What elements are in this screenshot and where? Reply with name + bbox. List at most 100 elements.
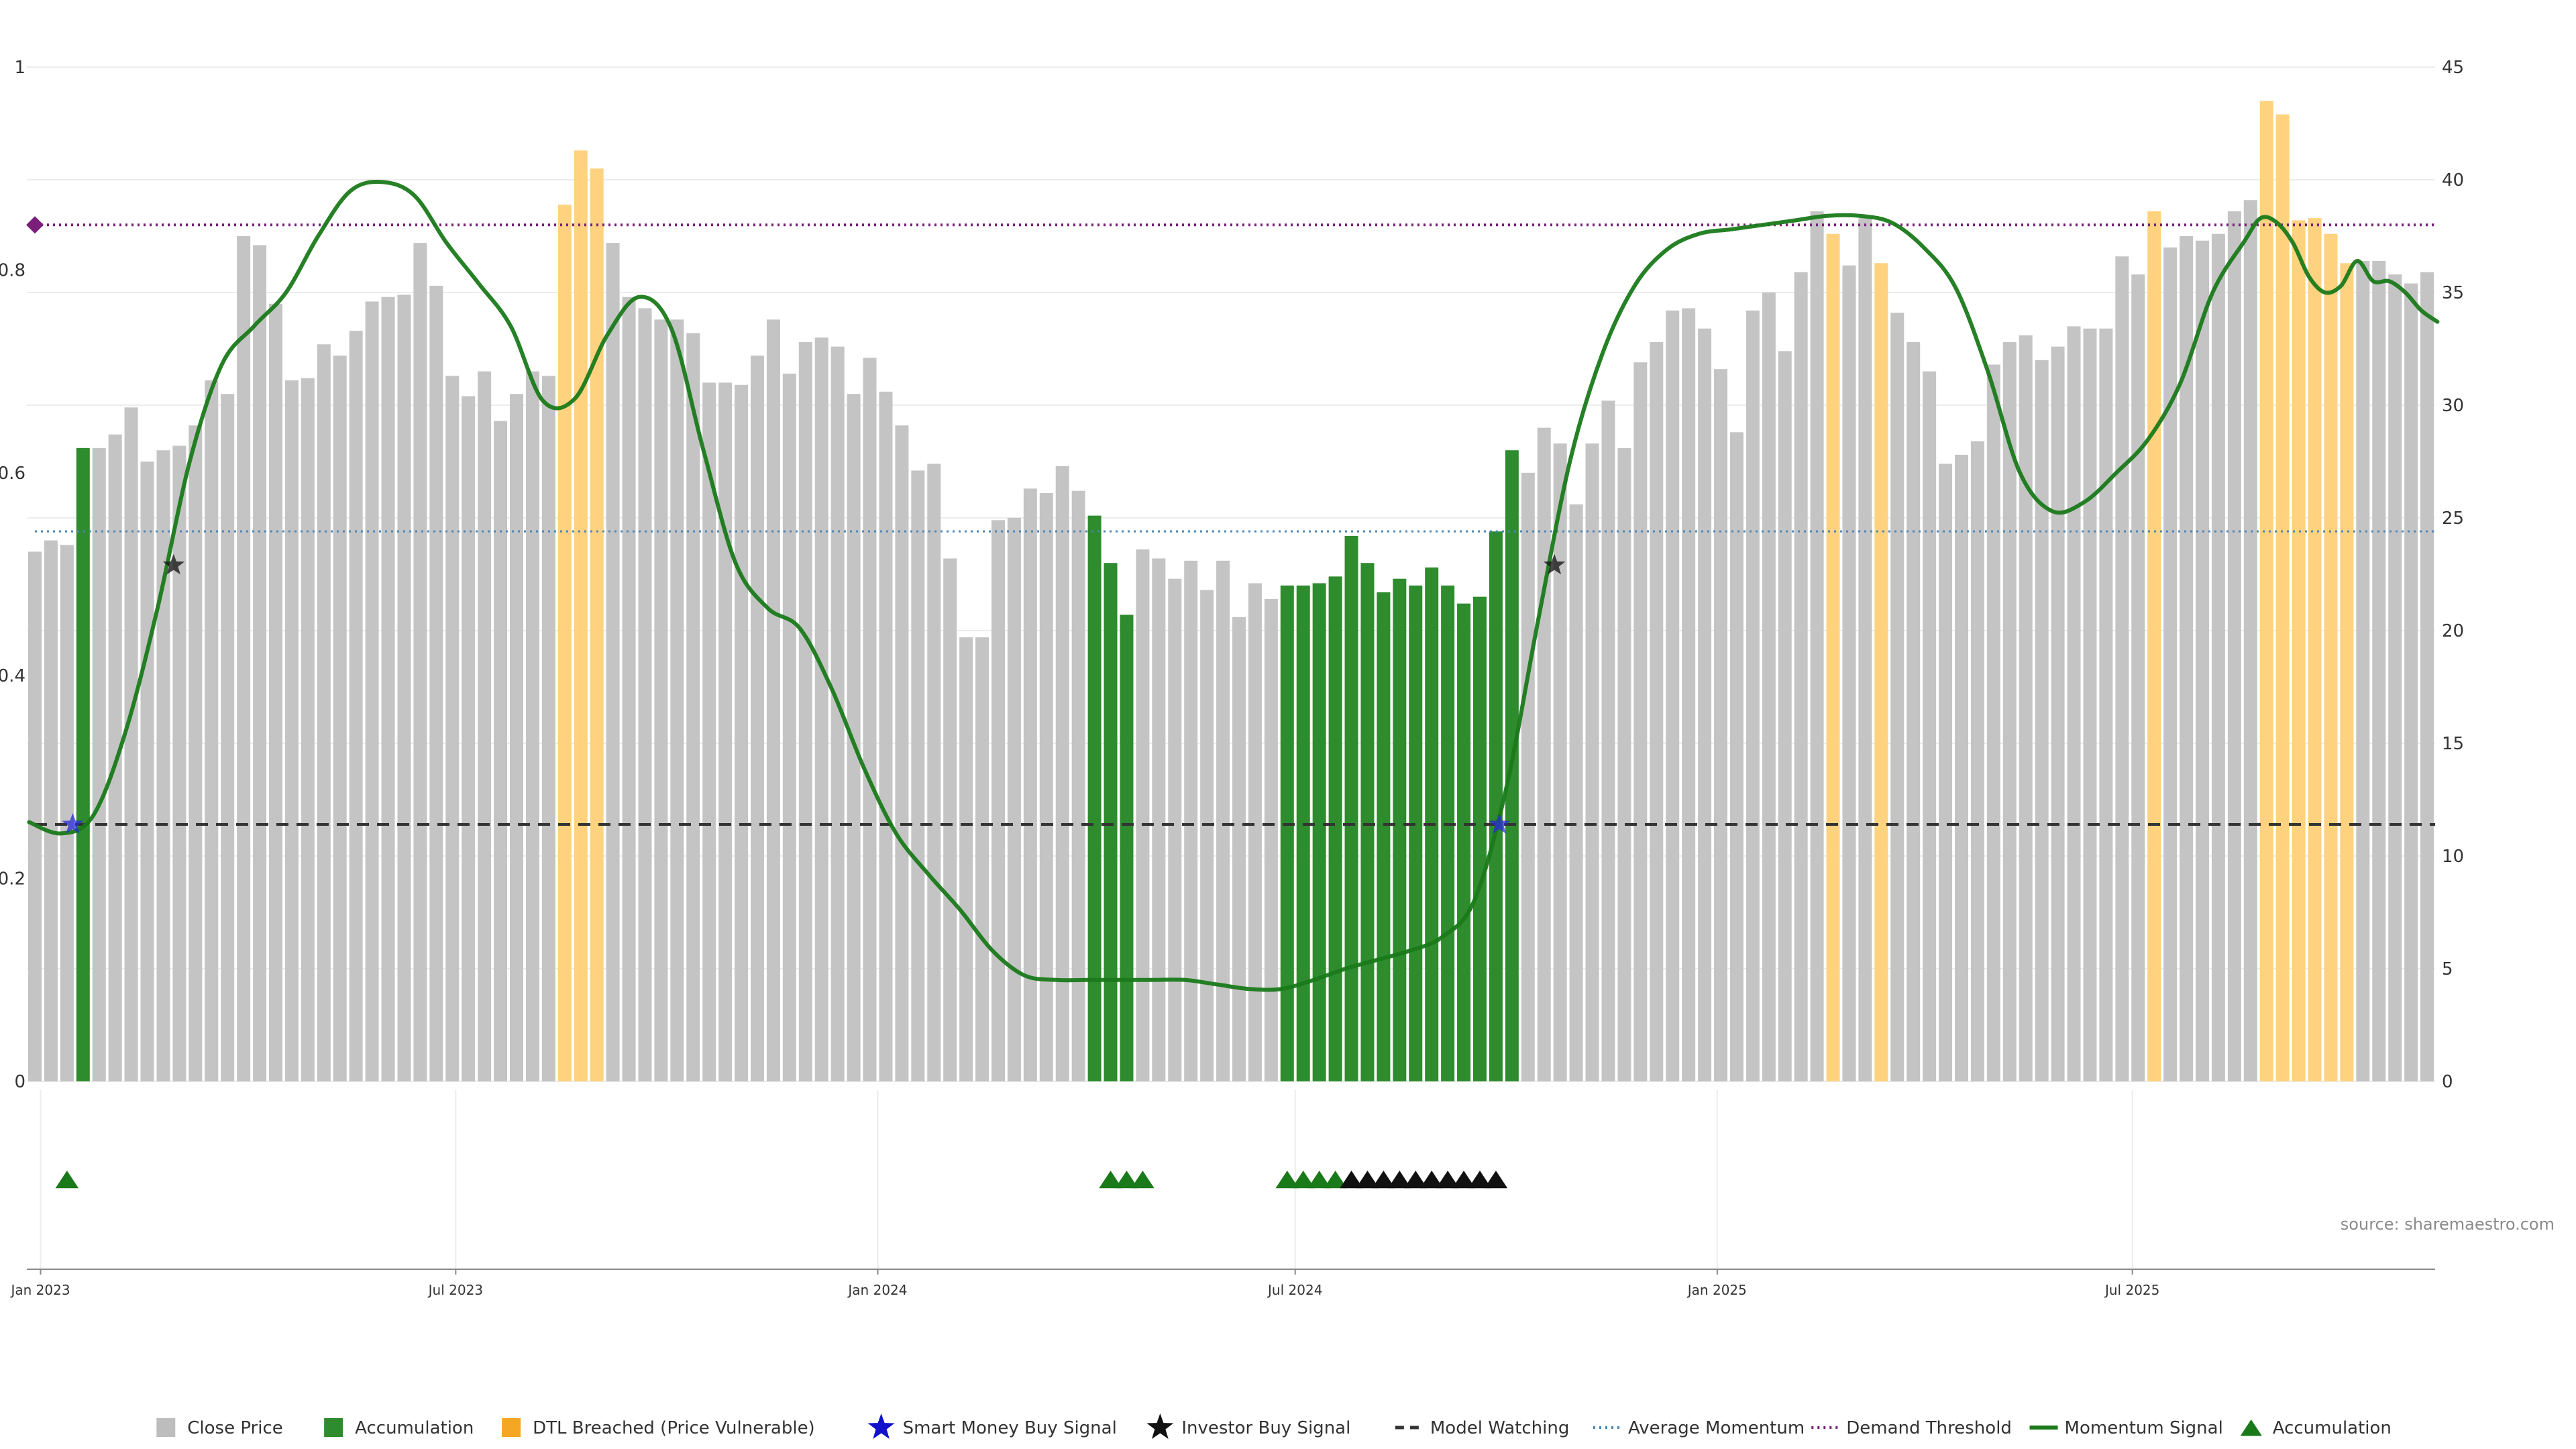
legend-item: Accumulation (2240, 1418, 2392, 1438)
y-right-tick-label: 45 (2442, 58, 2464, 78)
legend-label: Model Watching (1430, 1418, 1569, 1438)
price-bar (1071, 490, 1085, 1081)
price-bar (1023, 488, 1037, 1081)
price-bar (590, 168, 604, 1082)
price-bar (1682, 308, 1696, 1081)
price-bar (2324, 233, 2338, 1081)
legend-label: DTL Breached (Price Vulnerable) (533, 1418, 815, 1438)
price-bar (2308, 218, 2322, 1081)
price-bar (751, 356, 764, 1081)
price-bar (1585, 443, 1599, 1081)
watch-triangle (1436, 1171, 1460, 1189)
price-bar (429, 285, 443, 1081)
lower-panel (55, 1171, 1508, 1189)
price-bar (2196, 240, 2209, 1082)
price-bar (1923, 371, 1937, 1081)
price-bar (2083, 328, 2097, 1081)
y-right-tick-label: 10 (2442, 847, 2464, 867)
price-bar (574, 150, 588, 1081)
price-bar (269, 303, 282, 1081)
accumulation-triangle (1291, 1171, 1315, 1189)
price-bar (2420, 272, 2434, 1081)
price-bar (1055, 466, 1069, 1081)
price-bar (76, 447, 90, 1081)
watch-triangle (1356, 1171, 1379, 1189)
legend-label: Accumulation (355, 1418, 474, 1438)
price-bar (1168, 578, 1182, 1081)
x-tick-label: Jul 2023 (427, 1282, 483, 1298)
price-bar (1874, 263, 1888, 1081)
legend-item: DTL Breached (Price Vulnerable) (502, 1418, 815, 1438)
price-bar (494, 421, 508, 1081)
price-bar (959, 637, 973, 1081)
price-bar (2211, 233, 2225, 1081)
y-right-tick-label: 30 (2442, 396, 2464, 416)
price-bar (1521, 472, 1535, 1081)
smart-money-buy-star (1488, 813, 1511, 834)
price-bar (1666, 310, 1680, 1081)
legend-swatch (324, 1418, 343, 1437)
price-bar (124, 407, 138, 1081)
price-bar (1393, 578, 1407, 1081)
price-bar (205, 380, 219, 1081)
watch-triangle (1340, 1171, 1363, 1189)
price-bar (1344, 535, 1358, 1081)
price-bar (1858, 218, 1872, 1081)
price-bar (1569, 504, 1583, 1081)
accumulation-triangle (1324, 1171, 1347, 1189)
legend-item: Demand Threshold (1811, 1418, 2012, 1438)
price-bar (413, 243, 427, 1082)
legend-label: Investor Buy Signal (1181, 1418, 1350, 1438)
price-bar (397, 294, 411, 1081)
legend-label: Momentum Signal (2065, 1418, 2223, 1438)
price-bar (1328, 576, 1342, 1081)
price-bar (2035, 360, 2049, 1081)
legend-star-icon (867, 1413, 895, 1439)
price-bar (1762, 292, 1776, 1081)
price-bar (991, 520, 1005, 1081)
price-bar (1842, 265, 1856, 1082)
price-bar (735, 384, 749, 1081)
price-bar (172, 445, 186, 1081)
price-bar (2002, 341, 2017, 1081)
price-bar (1746, 310, 1760, 1081)
price-bar (1794, 272, 1808, 1081)
price-bar (1264, 598, 1278, 1081)
x-tick-label: Jan 2025 (1686, 1282, 1747, 1298)
watch-triangle (1419, 1171, 1444, 1189)
price-bar (1200, 590, 1214, 1081)
price-bar (686, 333, 700, 1082)
price-bar (1955, 454, 1968, 1081)
price-bar (943, 558, 957, 1081)
legend-label: Smart Money Buy Signal (903, 1418, 1117, 1438)
price-bar (2067, 326, 2081, 1081)
price-bar (2115, 256, 2129, 1081)
price-bar (2292, 220, 2306, 1082)
price-bar (895, 425, 909, 1081)
legend-swatch (502, 1418, 521, 1437)
x-tick-label: Jul 2024 (1267, 1282, 1322, 1298)
y-left-tick-label: 0.4 (0, 666, 25, 686)
price-bar (2388, 274, 2402, 1081)
price-bar (1232, 616, 1246, 1081)
price-bar (2356, 260, 2370, 1082)
price-bar (2051, 346, 2065, 1081)
price-bar (2131, 274, 2145, 1081)
x-tick-label: Jan 2023 (9, 1282, 70, 1298)
legend: Close Price Accumulation DTL Breached (Pri… (156, 1413, 2392, 1439)
price-bar (445, 376, 460, 1081)
watch-triangle (1372, 1171, 1395, 1189)
price-bar (1120, 614, 1134, 1081)
price-bar (1714, 369, 1727, 1081)
smart-money-buy-star (62, 813, 84, 834)
price-bar (541, 376, 555, 1081)
legend-label: Close Price (187, 1418, 283, 1438)
price-bar (462, 396, 476, 1081)
price-bar (92, 447, 106, 1081)
legend-item: Investor Buy Signal (1146, 1413, 1350, 1439)
price-bar (1537, 427, 1551, 1081)
price-bar (1377, 592, 1391, 1081)
price-bar (381, 297, 395, 1082)
